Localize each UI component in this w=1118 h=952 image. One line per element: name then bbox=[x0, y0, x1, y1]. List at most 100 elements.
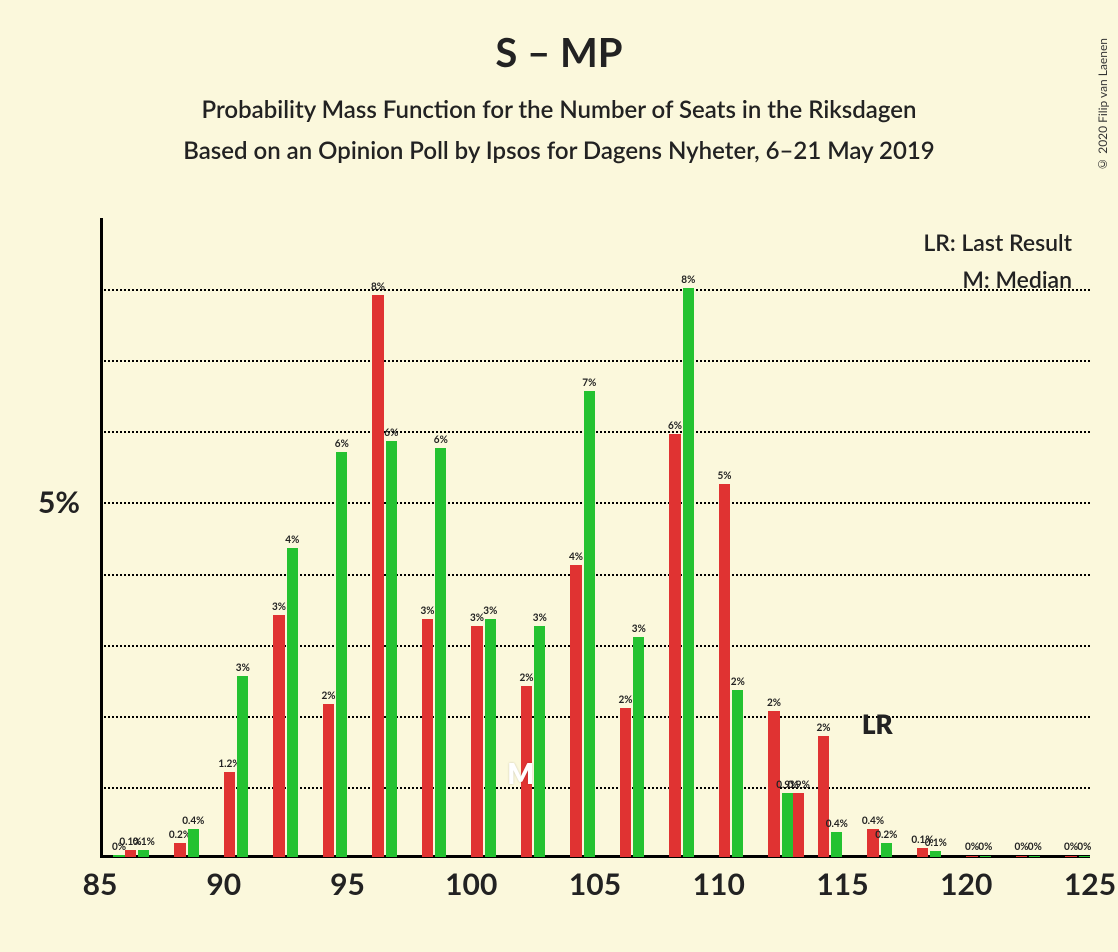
grid-line bbox=[100, 574, 1090, 576]
x-tick-label: 125 bbox=[1064, 866, 1116, 902]
bar-label: 0.4% bbox=[862, 815, 884, 827]
bar-label: 8% bbox=[371, 281, 385, 293]
bar-green bbox=[980, 856, 991, 857]
bar-green bbox=[1029, 856, 1040, 857]
bar-red bbox=[719, 484, 730, 857]
bar-label: 6% bbox=[668, 420, 682, 432]
chart-title: S – MP bbox=[0, 28, 1118, 76]
bar-green bbox=[138, 850, 149, 857]
x-tick-label: 120 bbox=[940, 866, 992, 902]
bar-green bbox=[930, 851, 941, 857]
bar-red bbox=[323, 704, 334, 857]
bar-red bbox=[471, 626, 482, 857]
bar-label: 5% bbox=[717, 470, 731, 482]
x-tick-label: 95 bbox=[330, 866, 365, 902]
bar-label: 6% bbox=[384, 427, 398, 439]
x-tick-label: 90 bbox=[206, 866, 241, 902]
bar-green bbox=[386, 441, 397, 857]
bar-label: 2% bbox=[321, 690, 335, 702]
bar-green bbox=[831, 832, 842, 857]
bar-label: 0.4% bbox=[826, 818, 848, 830]
chart-subtitle: Probability Mass Function for the Number… bbox=[0, 90, 1118, 172]
grid-line bbox=[100, 360, 1090, 362]
bar-green bbox=[534, 626, 545, 857]
bar-green bbox=[782, 793, 793, 857]
bar-label: 0.1% bbox=[925, 837, 947, 849]
bar-label: 0% bbox=[978, 841, 992, 853]
bar-green bbox=[732, 690, 743, 857]
grid-line bbox=[100, 502, 1090, 504]
bar-label: 2% bbox=[618, 694, 632, 706]
bar-green bbox=[485, 619, 496, 857]
x-tick-label: 115 bbox=[816, 866, 868, 902]
x-tick-label: 100 bbox=[445, 866, 497, 902]
legend: LR: Last Result M: Median bbox=[923, 224, 1072, 298]
bar-label: 0% bbox=[1064, 841, 1078, 853]
bar-red bbox=[966, 856, 977, 857]
legend-lr: LR: Last Result bbox=[923, 224, 1072, 261]
bar-label: 6% bbox=[335, 438, 349, 450]
bar-red bbox=[669, 434, 680, 857]
bar-label: 3% bbox=[236, 662, 250, 674]
bar-label: 0% bbox=[965, 841, 979, 853]
bar-label: 8% bbox=[681, 274, 695, 286]
bar-label: 2% bbox=[816, 722, 830, 734]
bar-red bbox=[273, 615, 284, 857]
bar-label: 3% bbox=[420, 605, 434, 617]
bar-label: 0.2% bbox=[875, 829, 897, 841]
bar-red bbox=[570, 565, 581, 857]
bar-label: 0.9% bbox=[788, 779, 810, 791]
bar-red bbox=[174, 843, 185, 857]
bar-label: 0.4% bbox=[182, 815, 204, 827]
grid-line bbox=[100, 787, 1090, 789]
bar-green bbox=[237, 676, 248, 857]
bar-label: 4% bbox=[285, 534, 299, 546]
x-tick-label: 105 bbox=[569, 866, 621, 902]
copyright-text: © 2020 Filip van Laenen bbox=[1095, 38, 1110, 172]
bar-label: 6% bbox=[434, 434, 448, 446]
bar-green bbox=[113, 855, 124, 857]
bar-label: 3% bbox=[470, 612, 484, 624]
bar-red bbox=[372, 295, 383, 857]
bar-green bbox=[188, 829, 199, 857]
bar-green bbox=[584, 391, 595, 857]
bar-green bbox=[1079, 856, 1090, 857]
bar-label: 3% bbox=[533, 612, 547, 624]
bar-label: 0% bbox=[1077, 841, 1091, 853]
y-axis-label: 5% bbox=[38, 484, 80, 520]
bar-label: 0% bbox=[1014, 841, 1028, 853]
chart-area: 5% 0%0.1%0.1%0.2%0.4%1.2%3%3%4%2%6%8%6%3… bbox=[20, 218, 1098, 918]
bar-label: 3% bbox=[483, 605, 497, 617]
bar-green bbox=[287, 548, 298, 857]
bar-green bbox=[881, 843, 892, 857]
bar-green bbox=[683, 288, 694, 857]
subtitle-line-1: Probability Mass Function for the Number… bbox=[202, 95, 917, 124]
last-result-marker: LR bbox=[862, 708, 893, 740]
y-axis-line bbox=[100, 218, 103, 858]
bar-label: 3% bbox=[272, 601, 286, 613]
bar-red bbox=[1016, 856, 1027, 857]
legend-m: M: Median bbox=[923, 261, 1072, 298]
bar-label: 2% bbox=[731, 676, 745, 688]
bar-label: 2% bbox=[767, 697, 781, 709]
bar-red bbox=[125, 850, 136, 857]
bar-label: 4% bbox=[569, 551, 583, 563]
x-tick-label: 110 bbox=[693, 866, 745, 902]
bar-red bbox=[224, 772, 235, 857]
subtitle-line-2: Based on an Opinion Poll by Ipsos for Da… bbox=[183, 136, 934, 165]
bar-red bbox=[422, 619, 433, 857]
bar-green bbox=[435, 448, 446, 857]
bar-red bbox=[620, 708, 631, 857]
median-marker: M bbox=[507, 756, 534, 790]
grid-line bbox=[100, 645, 1090, 647]
bar-red bbox=[818, 736, 829, 857]
bar-green bbox=[633, 637, 644, 857]
bar-label: 0.1% bbox=[133, 836, 155, 848]
bar-green bbox=[336, 452, 347, 857]
x-tick-label: 85 bbox=[83, 866, 118, 902]
bar-red bbox=[1065, 856, 1076, 857]
bar-label: 0% bbox=[1028, 841, 1042, 853]
bar-label: 7% bbox=[582, 377, 596, 389]
bar-label: 3% bbox=[632, 623, 646, 635]
x-axis-line bbox=[100, 855, 1090, 858]
